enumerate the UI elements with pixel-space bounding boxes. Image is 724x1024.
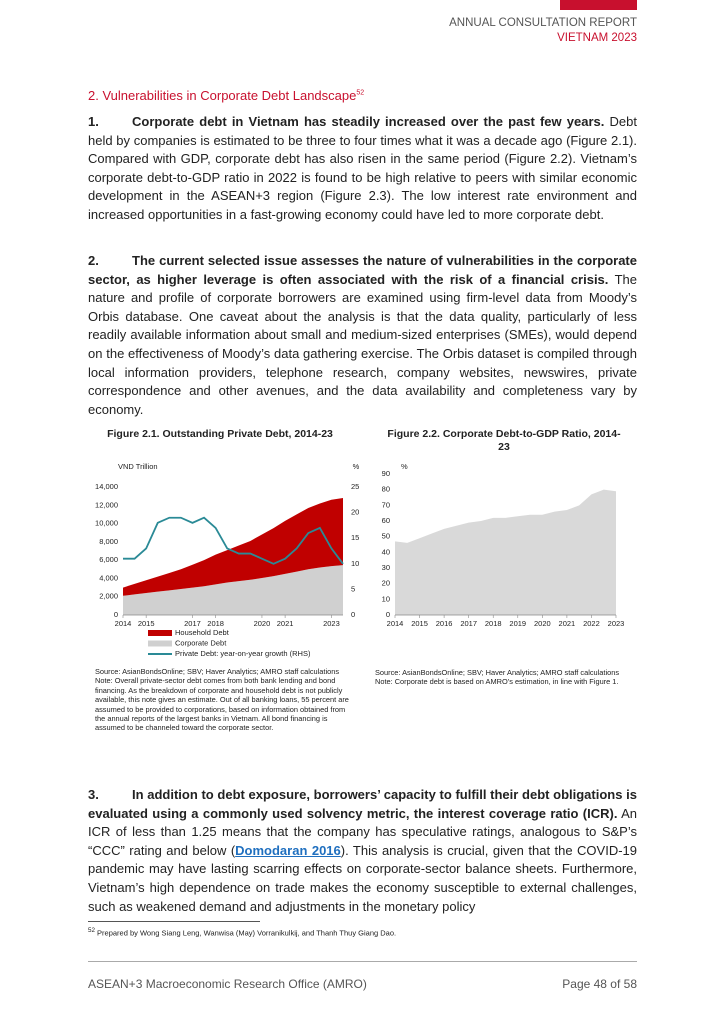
x-tick-label: 2017 (460, 619, 477, 628)
area (123, 565, 343, 615)
y2-tick-label: 5 (351, 584, 355, 593)
y-tick-label: 0 (114, 610, 118, 619)
figure-source: Source: AsianBondsOnline; SBV; Haver Ana… (95, 667, 340, 676)
paragraph: 2. The current selected issue assesses th… (88, 252, 637, 419)
paragraph-lead: Corporate debt in Vietnam has steadily i… (132, 114, 605, 129)
paragraph-text: Debt held by companies is estimated to b… (88, 114, 637, 222)
x-tick-label: 2014 (115, 619, 132, 628)
x-tick-label: 2021 (559, 619, 576, 628)
section-title-text: 2. Vulnerabilities in Corporate Debt Lan… (88, 88, 357, 103)
footnote-rule (88, 921, 260, 922)
y-tick-label: 90 (382, 469, 390, 478)
y-tick-label: 8,000 (99, 537, 118, 546)
y-tick-label: 4,000 (99, 573, 118, 582)
chart: 0 2,000 4,000 6,000 8,000 10,000 12,000 14,000 0… (95, 462, 360, 658)
x-tick-label: 2018 (485, 619, 502, 628)
line (123, 516, 344, 565)
y-tick-label: 80 (382, 485, 390, 494)
y-tick-label: 40 (382, 547, 390, 556)
y-axis-label: VND Trillion (118, 462, 158, 471)
y-tick-label: 2,000 (99, 592, 118, 601)
x-tick-label: 2021 (277, 619, 294, 628)
x-tick-label: 2016 (436, 619, 453, 628)
y2-tick-label: 15 (351, 533, 359, 542)
paragraph-number: 1. (88, 114, 99, 129)
figure-source: Source: AsianBondsOnline; SBV; Haver Ana… (375, 668, 620, 677)
header-bar (560, 0, 637, 10)
figure-notes: Source: AsianBondsOnline; SBV; Haver Ana… (375, 668, 625, 687)
paragraph-number: 2. (88, 253, 99, 268)
paragraph-lead: The current selected issue assesses the … (88, 253, 637, 287)
figure-title: Figure 2.2. Corporate Debt-to-GDP Ratio,… (387, 428, 621, 453)
figure-note: Note: Overall private-sector debt comes … (95, 676, 349, 733)
x-tick-label: 2023 (608, 619, 625, 628)
area (123, 497, 343, 596)
x-tick-label: 2014 (387, 619, 404, 628)
footer-rule (88, 961, 637, 962)
reference-link[interactable]: Domodaran 2016 (235, 842, 341, 858)
x-tick-label: 2015 (138, 619, 155, 628)
footnote: 52 Prepared by Wong Siang Leng, Wanwisa … (88, 927, 396, 938)
paragraph: 3. In addition to debt exposure, borrower… (88, 786, 637, 916)
chart: 0 10 20 30 40 50 60 70 80 90 2014 2015 2016 2017 2018 2… (382, 462, 625, 628)
paragraph-lead: In addition to debt exposure, borrowers’… (88, 787, 637, 821)
y2-tick-label: 25 (351, 482, 359, 491)
paragraph-text: The nature and profile of corporate borr… (88, 271, 637, 417)
y-tick-label: 20 (382, 579, 390, 588)
y-tick-label: 14,000 (95, 482, 118, 491)
x-tick-label: 2022 (583, 619, 600, 628)
legend-swatch (148, 630, 172, 636)
legend-label: Private Debt: year-on-year growth (RHS) (175, 649, 311, 658)
footer-left: ASEAN+3 Macroeconomic Research Office (A… (88, 977, 367, 991)
x-tick-label: 2023 (323, 619, 340, 628)
y-tick-label: 50 (382, 532, 390, 541)
y2-tick-label: 0 (351, 610, 355, 619)
y-tick-label: 10 (382, 594, 390, 603)
legend-label: Household Debt (175, 628, 230, 637)
y-tick-label: 30 (382, 563, 390, 572)
header-subtitle: VIETNAM 2023 (557, 32, 637, 44)
x-tick-label: 2018 (207, 619, 224, 628)
figure-note: Note: Corporate debt is based on AMRO’s … (375, 677, 619, 687)
figure-title: Figure 2.1. Outstanding Private Debt, 20… (107, 428, 333, 440)
y-axis-label: % (401, 462, 408, 471)
x-tick-label: 2017 (184, 619, 201, 628)
y2-axis-label: % (353, 462, 360, 471)
paragraph: 1. Corporate debt in Vietnam has steadily… (88, 113, 637, 225)
y-tick-label: 10,000 (95, 519, 118, 528)
y-tick-label: 60 (382, 516, 390, 525)
y2-tick-label: 10 (351, 559, 359, 568)
y2-tick-label: 20 (351, 508, 359, 517)
section-title: 2. Vulnerabilities in Corporate Debt Lan… (88, 88, 364, 103)
x-tick-label: 2020 (254, 619, 271, 628)
x-tick-label: 2015 (411, 619, 428, 628)
legend-label: Corporate Debt (175, 638, 227, 647)
paragraph-text: An ICR of less than 1.25 means that the … (88, 805, 637, 858)
y-tick-label: 12,000 (95, 500, 118, 509)
x-tick-label: 2020 (534, 619, 551, 628)
paragraph-number: 3. (88, 787, 99, 802)
footnote-text: Prepared by Wong Siang Leng, Wanwisa (Ma… (97, 928, 397, 938)
figure-notes: Source: AsianBondsOnline; SBV; Haver Ana… (95, 667, 357, 733)
paragraph-text: ). This analysis is crucial, given that … (88, 842, 637, 914)
y-tick-label: 70 (382, 500, 390, 509)
area (395, 489, 616, 615)
footer-right: Page 48 of 58 (562, 977, 637, 991)
y-tick-label: 0 (386, 610, 390, 619)
footnote-number: 52 (88, 927, 95, 934)
header-title: ANNUAL CONSULTATION REPORT (449, 17, 637, 29)
y-tick-label: 6,000 (99, 555, 118, 564)
legend-swatch (148, 640, 172, 647)
x-tick-label: 2019 (509, 619, 526, 628)
footnote-ref: 52 (356, 89, 365, 97)
